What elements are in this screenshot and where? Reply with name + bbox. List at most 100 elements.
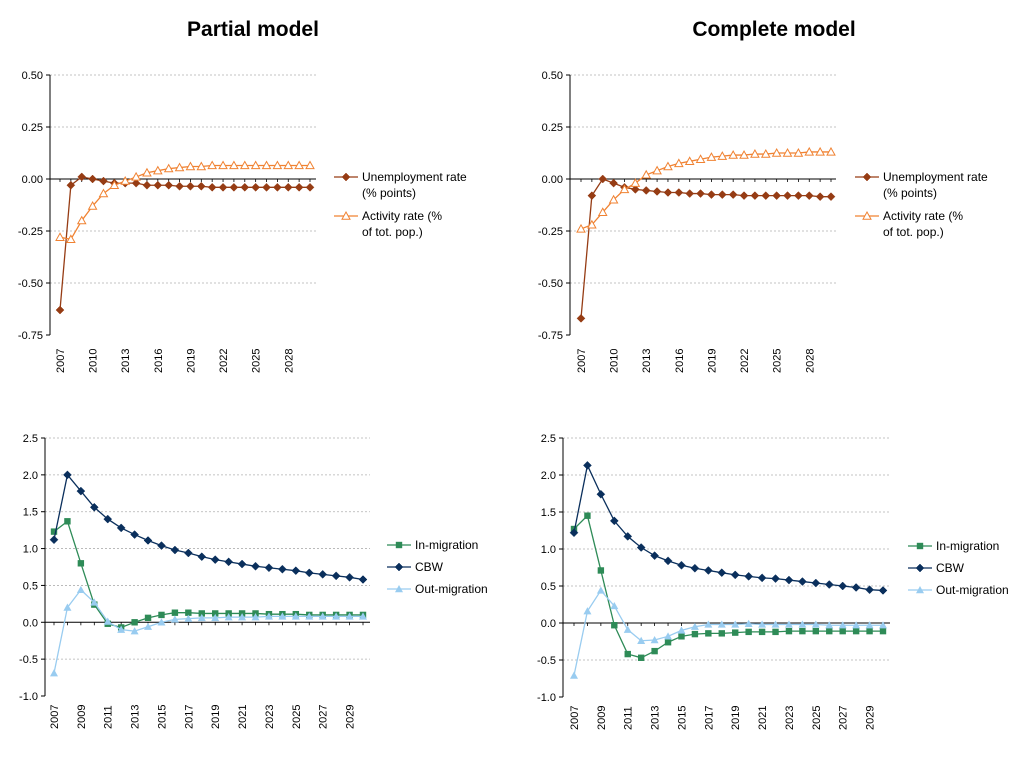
data-point <box>825 621 834 629</box>
data-point <box>865 585 874 595</box>
data-point <box>771 574 780 583</box>
legend-marker <box>395 541 403 549</box>
x-tick-label: 2025 <box>772 349 784 373</box>
x-tick-label: 2009 <box>596 706 608 730</box>
data-point <box>584 512 591 519</box>
data-point <box>624 650 631 658</box>
x-tick-label: 2017 <box>703 706 715 730</box>
x-tick-label: 2019 <box>706 349 718 373</box>
data-point <box>609 516 619 526</box>
series-line <box>573 514 883 659</box>
data-point <box>569 528 579 538</box>
y-tick-label: 0.50 <box>542 70 563 82</box>
data-point <box>758 628 766 636</box>
x-tick-label: 2013 <box>130 705 142 729</box>
y-tick-label: 1.0 <box>541 544 556 556</box>
data-point <box>717 620 726 628</box>
data-point <box>623 625 632 633</box>
data-point <box>158 611 165 619</box>
y-tick-label: -1.0 <box>537 692 556 704</box>
data-point <box>678 633 685 640</box>
data-point <box>66 234 76 244</box>
data-point <box>838 581 848 591</box>
data-point <box>771 620 780 628</box>
data-point <box>851 583 861 592</box>
y-tick-label: 1.5 <box>23 507 38 519</box>
data-point <box>278 564 287 574</box>
data-point <box>50 528 58 535</box>
x-tick-label: 2027 <box>838 706 850 730</box>
data-point <box>143 536 153 545</box>
x-tick-label: 2011 <box>103 705 115 729</box>
data-point <box>587 219 597 229</box>
legend-marker <box>341 172 351 182</box>
data-point <box>596 586 605 594</box>
data-point <box>619 184 630 194</box>
y-tick-label: -1.0 <box>19 691 38 703</box>
data-point <box>717 151 728 160</box>
legend-marker <box>341 210 351 220</box>
data-point <box>218 160 228 170</box>
y-tick-label: 0.00 <box>542 174 563 186</box>
legend-label: Activity rate (% <box>883 209 963 223</box>
series-line <box>53 588 363 674</box>
data-point <box>152 165 163 175</box>
data-point <box>696 189 705 198</box>
y-tick-label: 0.00 <box>22 174 43 186</box>
x-tick-label: 2019 <box>185 349 197 373</box>
data-point <box>98 188 109 198</box>
y-tick-label: -0.50 <box>538 278 563 290</box>
legend-marker <box>395 585 403 593</box>
data-point <box>273 182 282 192</box>
data-point <box>184 614 193 622</box>
data-point <box>144 622 153 630</box>
data-point <box>750 149 760 158</box>
data-point <box>103 514 113 524</box>
legend-label: Unemployment rate <box>883 170 988 184</box>
legend-label: Out-migration <box>936 583 1009 597</box>
data-point <box>690 563 700 573</box>
data-point <box>142 180 152 190</box>
data-point <box>63 470 72 480</box>
data-point <box>718 630 725 637</box>
data-point <box>744 572 754 581</box>
x-tick-label: 2009 <box>76 705 88 729</box>
data-point <box>878 586 888 595</box>
data-point <box>804 191 814 200</box>
data-point <box>131 178 141 188</box>
data-point <box>717 190 727 199</box>
data-point <box>89 502 99 512</box>
y-tick-label: -0.25 <box>18 226 43 238</box>
data-point <box>852 627 860 635</box>
data-point <box>717 568 727 578</box>
data-point <box>130 627 139 635</box>
data-point <box>239 160 250 170</box>
data-point <box>794 191 803 200</box>
data-point <box>331 571 341 581</box>
x-tick-label: 2013 <box>650 706 662 730</box>
data-point <box>630 185 640 194</box>
data-point <box>597 207 608 216</box>
data-point <box>318 570 328 579</box>
data-point <box>664 639 672 646</box>
data-point <box>130 530 139 539</box>
data-point <box>157 618 166 626</box>
data-point <box>76 486 86 496</box>
data-point <box>345 612 354 620</box>
data-point <box>49 535 59 545</box>
data-point <box>637 636 646 644</box>
data-point <box>66 180 76 190</box>
data-point <box>576 223 586 233</box>
data-point <box>251 613 260 621</box>
data-point <box>760 149 771 158</box>
y-tick-label: -0.5 <box>537 655 556 667</box>
data-point <box>652 187 662 196</box>
data-point <box>131 619 138 626</box>
data-point <box>609 178 618 188</box>
data-point <box>652 165 662 175</box>
data-point <box>650 636 659 644</box>
data-point <box>120 176 131 185</box>
data-point <box>570 671 578 679</box>
data-point <box>153 180 163 190</box>
